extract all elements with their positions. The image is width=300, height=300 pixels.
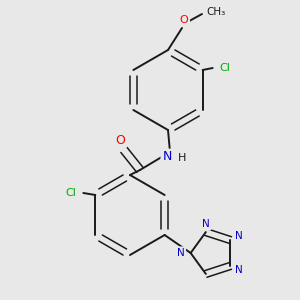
Text: O: O	[115, 134, 125, 146]
Text: N: N	[235, 231, 242, 241]
Text: H: H	[178, 153, 186, 163]
Text: CH₃: CH₃	[206, 7, 226, 17]
Text: Cl: Cl	[65, 188, 76, 198]
Text: N: N	[235, 265, 242, 275]
Text: N: N	[202, 219, 210, 229]
Text: N: N	[162, 151, 172, 164]
Text: Cl: Cl	[219, 63, 230, 73]
Text: N: N	[177, 248, 184, 258]
Text: O: O	[180, 15, 188, 25]
